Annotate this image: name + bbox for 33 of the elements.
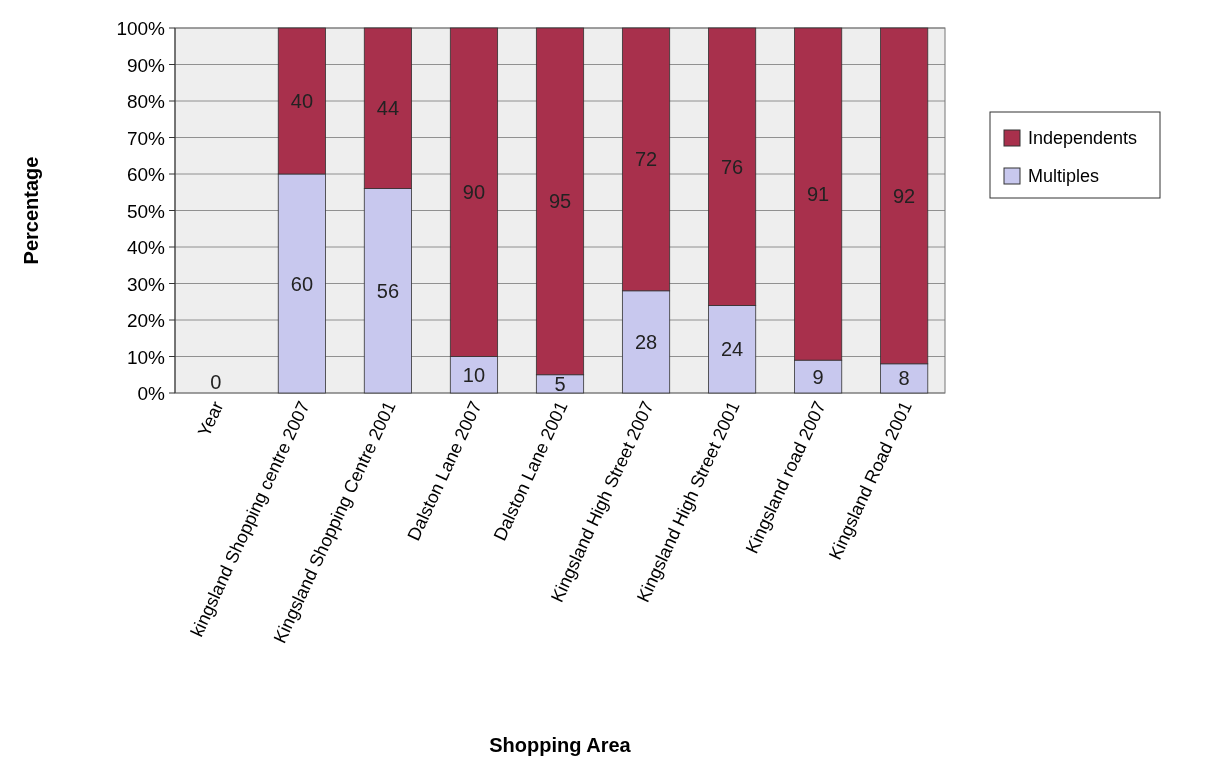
data-label: 24: [720, 338, 744, 361]
data-label: 60: [290, 272, 314, 295]
data-label: 92: [893, 184, 916, 207]
data-label: 44: [376, 97, 400, 120]
y-tick-label: 10%: [126, 346, 166, 368]
data-label: 56: [376, 279, 400, 302]
data-label: 28: [634, 330, 658, 353]
y-tick-label: 80%: [126, 91, 166, 112]
legend-label: Multiples: [1028, 166, 1100, 186]
y-tick-label: 0%: [137, 383, 166, 404]
y-tick-label: 70%: [126, 127, 166, 149]
y-tick-label: 90%: [126, 54, 166, 76]
data-label: 40: [290, 90, 314, 112]
y-tick-label: 100%: [116, 18, 166, 39]
data-label: 91: [806, 183, 830, 206]
y-axis-title: Percentage: [20, 156, 42, 265]
data-label: 5: [554, 372, 566, 395]
data-label: 76: [720, 155, 744, 178]
x-tick-label: Year: [193, 398, 228, 440]
data-label: 95: [548, 190, 572, 213]
y-tick-label: 20%: [126, 310, 166, 331]
data-label: 90: [462, 181, 486, 204]
x-axis-title: Shopping Area: [489, 734, 632, 756]
legend-label: Independents: [1028, 128, 1138, 148]
y-tick-label: 40%: [126, 237, 166, 258]
data-label: 9: [812, 365, 824, 388]
data-label: 72: [634, 148, 658, 171]
y-tick-label: 30%: [126, 273, 166, 295]
y-tick-label: 50%: [126, 200, 166, 222]
data-label: 0: [210, 371, 222, 393]
y-tick-label: 60%: [126, 164, 166, 185]
data-label: 10: [462, 363, 486, 386]
data-label: 8: [898, 367, 910, 390]
